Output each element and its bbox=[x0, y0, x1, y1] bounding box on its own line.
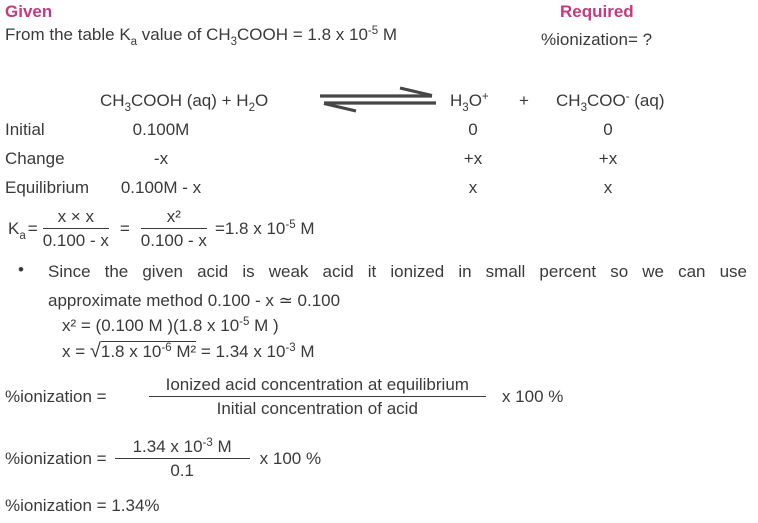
ka-equation: Ka = x × x 0.100 - x = x² 0.100 - x =1.8… bbox=[8, 206, 314, 252]
formula-fragment: CH bbox=[100, 91, 125, 110]
pct-label: %ionization = bbox=[5, 449, 107, 469]
formula-fragment: M bbox=[295, 342, 315, 361]
formula-sup: -3 bbox=[202, 437, 213, 449]
ice-cell-acetate: +x bbox=[598, 149, 618, 168]
pct-formula-general: %ionization = Ionized acid concentration… bbox=[5, 374, 563, 420]
given-sub-a: a bbox=[130, 36, 138, 48]
formula-fragment: M² bbox=[171, 342, 197, 361]
ice-cell-acetate: 0 bbox=[603, 120, 613, 139]
formula-fragment: H bbox=[450, 91, 463, 110]
ice-row-label: Initial bbox=[5, 120, 45, 139]
ice-cell-hydronium: x bbox=[468, 178, 478, 197]
pct-formula-values: %ionization = 1.34 x 10-3 M 0.1 x 100 % bbox=[5, 436, 321, 482]
formula-fragment: 1.34 x 10 bbox=[132, 437, 203, 456]
reaction-lhs: CH3COOH (aq) + H2O bbox=[100, 90, 269, 114]
fraction-denominator: 0.1 bbox=[170, 461, 194, 481]
ka-symbol: Ka bbox=[8, 218, 26, 243]
equals-sign: = bbox=[119, 219, 130, 239]
formula-sub: a bbox=[19, 230, 26, 243]
formula-fragment: COO bbox=[586, 91, 626, 110]
fraction-denominator: 0.100 - x bbox=[42, 231, 109, 251]
bullet-icon: • bbox=[18, 260, 24, 279]
formula-sup: -6 bbox=[161, 342, 172, 354]
formula-fragment: CH bbox=[556, 91, 581, 110]
reaction-plus-sign: + bbox=[519, 91, 529, 110]
formula-sub: 3 bbox=[462, 102, 469, 114]
fraction-numerator: 1.34 x 10-3 M bbox=[114, 436, 250, 460]
reaction-hydronium: H3O+ bbox=[450, 90, 489, 114]
radical-content: 1.8 x 10-6 M² bbox=[100, 341, 197, 361]
ka-result: =1.8 x 10-5 M bbox=[215, 218, 315, 239]
formula-fragment: x = bbox=[62, 342, 90, 361]
formula-fragment: = 1.34 x 10 bbox=[196, 342, 286, 361]
ice-cell-acid: -x bbox=[153, 149, 169, 168]
pct-fraction: Ionized acid concentration at equilibriu… bbox=[148, 374, 486, 420]
ice-cell-hydronium: +x bbox=[463, 149, 483, 168]
formula-sub: 2 bbox=[248, 102, 255, 114]
reaction-acetate: CH3COO- (aq) bbox=[556, 90, 665, 114]
formula-sub: 3 bbox=[580, 102, 587, 114]
equilibrium-arrows-icon bbox=[318, 86, 438, 119]
given-text-1: From the table K bbox=[5, 25, 131, 44]
formula-fragment: O bbox=[254, 91, 269, 110]
formula-fragment: M bbox=[295, 219, 315, 239]
equals-sign: = bbox=[27, 219, 38, 239]
formula-fragment: (aq) bbox=[629, 91, 665, 110]
ice-cell-hydronium: 0 bbox=[468, 120, 478, 139]
formula-fragment: COOH (aq) + H bbox=[130, 91, 249, 110]
fraction-numerator: Ionized acid concentration at equilibriu… bbox=[148, 374, 486, 398]
pct-label: %ionization = bbox=[5, 387, 107, 407]
bullet-note-line1: Since the given acid is weak acid it ion… bbox=[48, 262, 747, 281]
given-text-3: COOH = 1.8 x 10 bbox=[237, 25, 368, 44]
formula-fragment: M ) bbox=[249, 316, 279, 335]
formula-fragment: K bbox=[8, 219, 20, 239]
given-statement: From the table Ka value of CH3COOH = 1.8… bbox=[5, 24, 398, 48]
given-heading: Given bbox=[5, 2, 53, 21]
formula-fragment: x² = (0.100 M )(1.8 x 10 bbox=[62, 316, 240, 335]
formula-sup: - bbox=[625, 91, 630, 103]
formula-sup: -5 bbox=[285, 219, 296, 232]
pct-fraction: 1.34 x 10-3 M 0.1 bbox=[114, 436, 250, 482]
formula-sup: -3 bbox=[285, 342, 296, 354]
given-text-2: value of CH bbox=[137, 25, 231, 44]
ice-row-label: Equilibrium bbox=[5, 178, 90, 197]
bullet-note-line2: approximate method 0.100 - x ≃ 0.100 bbox=[48, 291, 341, 310]
pct-result: %ionization = 1.34% bbox=[5, 496, 160, 515]
formula-fragment: 1.8 x 10 bbox=[100, 342, 162, 361]
times-100: x 100 % bbox=[259, 449, 322, 469]
fraction-denominator: Initial concentration of acid bbox=[216, 399, 418, 419]
ice-cell-acid: 0.100M bbox=[132, 120, 190, 139]
step-square: x² = (0.100 M )(1.8 x 10-5 M ) bbox=[62, 315, 279, 336]
ice-cell-acid: 0.100M - x bbox=[120, 178, 202, 197]
required-question: %ionization= ? bbox=[541, 30, 653, 49]
radical-sign: √ bbox=[89, 340, 101, 362]
formula-sup: -5 bbox=[239, 316, 250, 328]
formula-fragment: O bbox=[468, 91, 482, 110]
step-root: x = √1.8 x 10-6 M² = 1.34 x 10-3 M bbox=[62, 341, 315, 362]
ice-cell-acetate: x bbox=[603, 178, 613, 197]
given-sub-3: 3 bbox=[230, 36, 238, 48]
formula-sup: + bbox=[481, 91, 489, 103]
formula-fragment: =1.8 x 10 bbox=[214, 219, 286, 239]
ice-row-label: Change bbox=[5, 149, 65, 168]
given-unit: M bbox=[378, 25, 398, 44]
times-100: x 100 % bbox=[501, 387, 564, 407]
ka-fraction-1: x × x 0.100 - x bbox=[42, 206, 109, 252]
given-exponent: -5 bbox=[367, 25, 379, 37]
fraction-denominator: 0.100 - x bbox=[140, 231, 207, 251]
fraction-numerator: x × x bbox=[42, 206, 109, 230]
required-heading: Required bbox=[560, 2, 634, 21]
fraction-numerator: x² bbox=[140, 206, 207, 230]
ka-fraction-2: x² 0.100 - x bbox=[140, 206, 207, 252]
formula-fragment: M bbox=[212, 437, 232, 456]
formula-sub: 3 bbox=[124, 102, 131, 114]
